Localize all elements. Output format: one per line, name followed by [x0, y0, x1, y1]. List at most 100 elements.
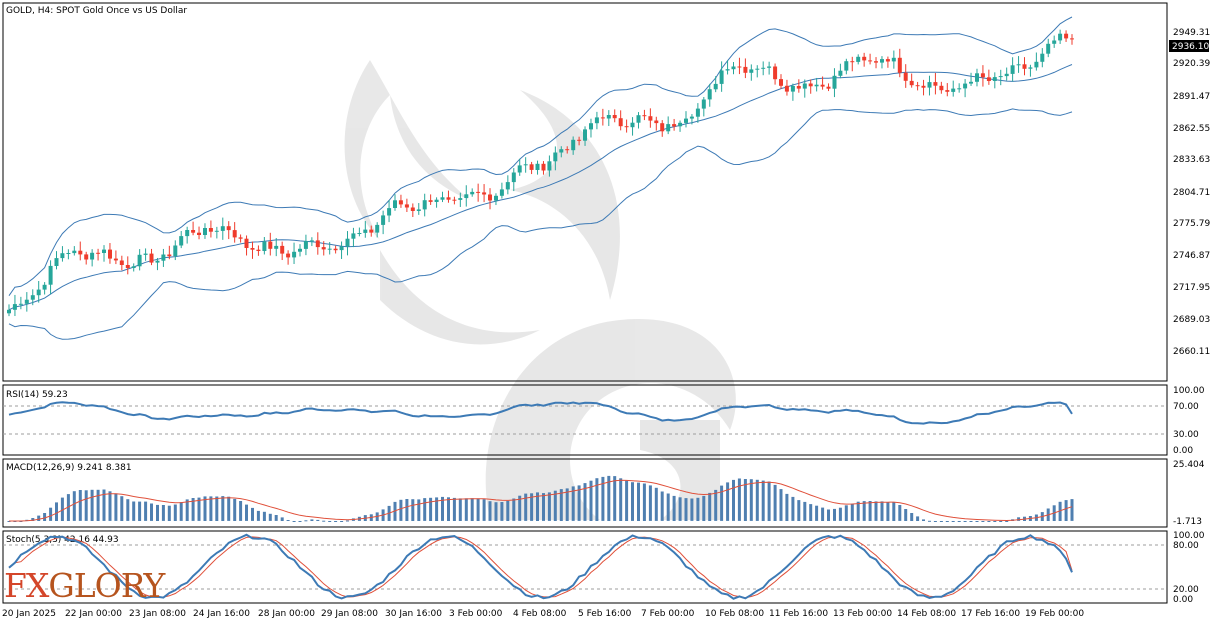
time-label: 7 Feb 00:00: [641, 609, 695, 619]
candle-bull: [832, 75, 837, 89]
candle-bear: [167, 254, 172, 257]
macd-bar: [268, 513, 272, 521]
macd-bar: [767, 481, 771, 521]
macd-bar: [482, 499, 486, 521]
candle-bear: [897, 57, 902, 73]
macd-bar: [286, 520, 290, 521]
macd-bar: [666, 493, 670, 521]
macd-level: -1.713: [1173, 517, 1202, 527]
candle-bear: [191, 230, 196, 233]
macd-bar: [791, 496, 795, 521]
candle-bear: [1070, 38, 1074, 40]
macd-bar: [60, 497, 64, 521]
candle-bull: [470, 191, 475, 195]
time-label: 10 Feb 08:00: [705, 609, 764, 619]
candle-bear: [980, 73, 985, 78]
macd-bar: [138, 501, 142, 521]
macd-bar: [850, 503, 854, 521]
macd-bar: [1058, 501, 1062, 521]
macd-bar: [737, 478, 741, 521]
macd-bar: [916, 516, 920, 521]
macd-bar: [761, 480, 765, 521]
time-label: 30 Jan 16:00: [385, 609, 442, 619]
macd-bar: [167, 505, 171, 521]
macd-bar: [785, 493, 789, 521]
macd-bar: [939, 521, 943, 522]
candle-bull: [707, 89, 712, 100]
macd-bar: [1017, 517, 1021, 521]
time-label: 14 Feb 08:00: [897, 609, 956, 619]
candle-bear: [238, 237, 243, 239]
candle-bear: [784, 85, 789, 92]
macd-bar: [975, 521, 979, 522]
price-tick: 2775.79: [1173, 219, 1210, 229]
macd-bar: [328, 521, 332, 522]
macd-bar: [156, 504, 159, 521]
stoch-level: 0.00: [1173, 595, 1193, 605]
macd-bar: [856, 501, 860, 521]
macd-bar: [227, 496, 231, 521]
candle-bear: [529, 164, 534, 170]
rsi-level: 70.00: [1173, 402, 1199, 412]
candle-bull: [767, 66, 772, 68]
macd-bar: [49, 507, 53, 521]
candle-bull: [363, 229, 368, 233]
time-label: 5 Feb 16:00: [578, 609, 632, 619]
macd-bar: [417, 499, 421, 521]
candle-bull: [440, 197, 445, 200]
candle-bull: [309, 240, 314, 242]
candle-bear: [208, 228, 213, 232]
macd-bar: [963, 521, 967, 522]
macd-bar: [827, 509, 830, 521]
candle-bull: [262, 241, 267, 251]
price-tick: 2949.31: [1173, 28, 1210, 38]
candle-bull: [559, 149, 564, 153]
macd-panel-frame: [2, 458, 1168, 528]
candle-bull: [535, 163, 540, 170]
candle-bull: [636, 115, 641, 123]
macd-bar: [743, 479, 747, 521]
macd-bar: [185, 499, 189, 521]
candle-bear: [113, 258, 118, 261]
macd-bar: [732, 479, 735, 521]
macd-bar: [833, 508, 836, 521]
macd-bar: [928, 520, 931, 522]
candle-bull: [992, 77, 997, 81]
macd-bar: [55, 502, 58, 521]
candle-bull: [30, 295, 35, 300]
macd-bar: [595, 478, 599, 521]
rsi-line: [8, 401, 1073, 425]
candle-bull: [606, 115, 611, 119]
macd-bar: [660, 491, 664, 521]
macd-bar: [613, 476, 617, 521]
candle-bear: [850, 61, 855, 63]
price-tick: 2833.63: [1173, 155, 1210, 165]
candle-bear: [808, 83, 813, 87]
stoch-k-line: [8, 533, 1073, 600]
macd-bar: [607, 475, 611, 521]
candle-bull: [927, 82, 932, 88]
macd-bar: [173, 504, 177, 521]
candle-bull: [547, 161, 552, 171]
candle-bull: [499, 189, 504, 196]
macd-bar: [583, 483, 587, 521]
candle-bull: [1028, 67, 1033, 69]
macd-bar: [542, 493, 545, 521]
candle-bear: [446, 197, 451, 200]
macd-bar: [619, 478, 623, 521]
current-price-box: [1169, 40, 1209, 52]
macd-bar: [981, 521, 985, 522]
macd-bar: [524, 493, 528, 521]
macd-bar: [132, 501, 136, 521]
macd-bar: [1070, 499, 1074, 521]
candle-bull: [464, 194, 469, 198]
macd-bar: [161, 505, 165, 521]
candle-bear: [452, 199, 457, 201]
candle-bull: [339, 246, 344, 251]
macd-bar: [951, 521, 955, 522]
macd-bar: [203, 496, 207, 521]
candle-bull: [969, 81, 973, 84]
macd-bar: [470, 498, 474, 521]
macd-bar: [892, 502, 896, 521]
